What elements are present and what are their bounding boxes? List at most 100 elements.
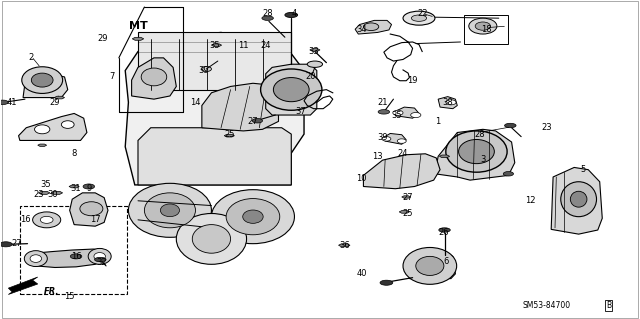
Ellipse shape [403,11,435,25]
Polygon shape [132,58,176,99]
Text: 10: 10 [356,174,367,183]
Polygon shape [266,64,317,115]
Polygon shape [383,133,406,144]
Text: 27: 27 [12,239,22,248]
Polygon shape [399,211,410,213]
Ellipse shape [22,67,63,93]
Text: FR.: FR. [44,287,60,296]
Ellipse shape [382,137,391,141]
Text: 27: 27 [248,117,259,126]
Text: 39: 39 [377,133,388,142]
Text: 37: 37 [296,108,306,116]
Polygon shape [435,129,515,180]
Text: 4: 4 [292,9,297,18]
Text: 32: 32 [96,258,107,267]
Text: 15: 15 [65,292,75,300]
Ellipse shape [141,68,167,86]
Text: 13: 13 [372,152,383,161]
Polygon shape [38,144,47,146]
Ellipse shape [570,191,587,207]
Text: 29: 29 [50,98,60,107]
Ellipse shape [243,210,263,223]
Polygon shape [310,48,320,51]
Polygon shape [8,277,38,294]
Text: 6: 6 [444,257,449,266]
Ellipse shape [94,253,106,260]
Text: 12: 12 [525,196,536,205]
Text: 36: 36 [339,241,349,250]
Ellipse shape [260,69,322,110]
Ellipse shape [0,242,12,247]
Ellipse shape [273,78,309,102]
Ellipse shape [211,190,294,244]
Text: 3: 3 [480,155,486,164]
Polygon shape [438,97,458,109]
Polygon shape [440,155,450,158]
Text: 24: 24 [260,41,271,50]
Polygon shape [364,154,440,189]
Polygon shape [402,196,411,198]
Ellipse shape [176,213,246,264]
Polygon shape [51,191,63,194]
Polygon shape [125,33,304,185]
Ellipse shape [61,121,74,128]
Ellipse shape [307,61,323,67]
Ellipse shape [83,184,95,189]
Ellipse shape [364,23,379,31]
Text: 38: 38 [442,98,453,107]
Polygon shape [132,37,144,40]
Ellipse shape [446,131,507,172]
Ellipse shape [31,73,53,87]
Ellipse shape [30,255,42,263]
Text: 8: 8 [72,149,77,158]
Text: 35: 35 [40,181,51,189]
Ellipse shape [378,110,390,114]
Text: 16: 16 [20,215,30,224]
Polygon shape [26,249,108,268]
Ellipse shape [285,12,298,18]
Ellipse shape [40,216,53,223]
Text: 17: 17 [90,215,100,224]
Ellipse shape [459,139,494,164]
Ellipse shape [503,172,513,176]
Polygon shape [224,134,234,137]
Ellipse shape [161,204,179,217]
Text: 24: 24 [398,149,408,158]
Ellipse shape [33,212,61,228]
Text: 41: 41 [7,98,17,107]
Ellipse shape [70,254,82,259]
Text: 34: 34 [356,25,367,34]
Text: 33: 33 [308,47,319,56]
Text: 11: 11 [238,41,248,50]
Polygon shape [138,33,291,90]
Text: 1: 1 [435,117,441,126]
Text: 21: 21 [378,98,388,107]
Text: 29: 29 [98,34,108,43]
Ellipse shape [95,257,106,262]
Text: 7: 7 [110,72,115,81]
Text: 18: 18 [481,25,492,34]
Text: 28: 28 [262,9,273,18]
Text: 22: 22 [417,9,428,18]
Polygon shape [211,44,221,47]
Ellipse shape [252,119,262,123]
Polygon shape [23,74,68,98]
Text: 27: 27 [403,193,413,202]
Polygon shape [551,167,602,234]
Text: 16: 16 [71,252,81,261]
Polygon shape [202,83,278,131]
Text: 35: 35 [209,41,220,50]
Text: 2: 2 [29,53,34,62]
Ellipse shape [262,16,273,20]
Ellipse shape [24,251,47,267]
Text: 31: 31 [71,184,81,193]
Text: 5: 5 [580,165,586,174]
Ellipse shape [411,113,421,118]
Text: 25: 25 [224,130,235,138]
Text: 19: 19 [407,76,418,85]
Text: 14: 14 [190,98,201,107]
Ellipse shape [393,110,403,115]
Ellipse shape [504,123,516,128]
Ellipse shape [192,225,230,253]
Ellipse shape [412,15,427,21]
